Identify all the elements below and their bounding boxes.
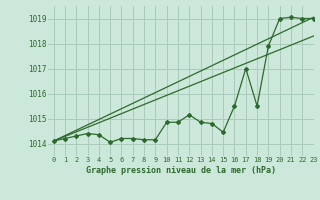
X-axis label: Graphe pression niveau de la mer (hPa): Graphe pression niveau de la mer (hPa) xyxy=(86,166,276,175)
